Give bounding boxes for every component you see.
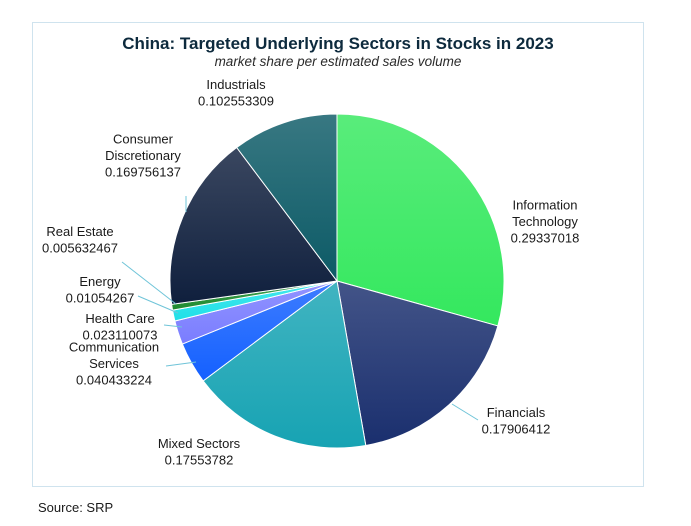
- slice-label: Consumer Discretionary 0.169756137: [105, 132, 181, 180]
- pie-slice-financials: [336, 280, 499, 447]
- source-note: Source: SRP: [38, 500, 114, 515]
- chart-title: China: Targeted Underlying Sectors in St…: [122, 34, 554, 53]
- slice-label: Industrials 0.102553309: [198, 77, 274, 109]
- pie-slice-mixed-sectors: [202, 280, 367, 449]
- leader-line: [163, 324, 183, 328]
- leader-line: [121, 261, 177, 305]
- pie-slice-industrials: [235, 113, 338, 283]
- leader-line: [165, 361, 197, 367]
- leader-line: [137, 295, 179, 314]
- slice-label: Health Care 0.023110073: [83, 311, 158, 343]
- slice-label: Energy 0.01054267: [66, 274, 135, 306]
- slice-label: Real Estate 0.005632467: [42, 224, 118, 256]
- pie-slice-consumer-discretionary: [169, 146, 338, 305]
- leader-line: [451, 403, 479, 421]
- slice-label: Mixed Sectors 0.17553782: [158, 436, 241, 468]
- chart-subtitle: market share per estimated sales volume: [214, 54, 462, 69]
- slice-label: Communication Services 0.040433224: [69, 340, 159, 388]
- slice-label: Information Technology 0.29337018: [511, 198, 580, 246]
- slice-label: Financials 0.17906412: [482, 405, 551, 437]
- pie-slice-information-technology: [336, 113, 505, 327]
